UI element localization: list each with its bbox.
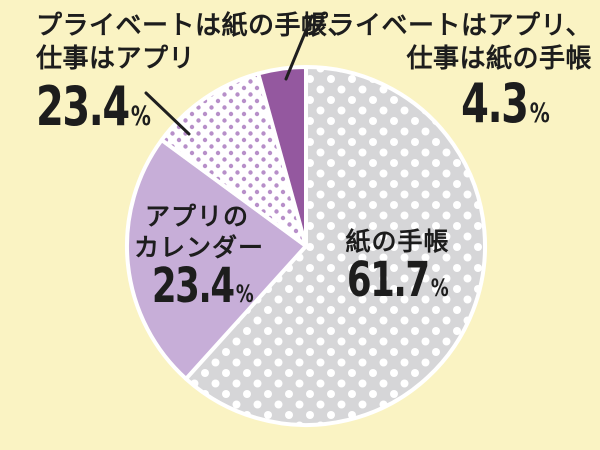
pie-slice-paper-notebook [184,65,487,427]
pie-slice-private-app-work-paper [256,65,308,248]
leader-line-left [144,91,191,136]
leader-line-right [284,14,314,81]
pie-chart [125,65,487,427]
pie-slice-app-calendar [125,138,308,381]
